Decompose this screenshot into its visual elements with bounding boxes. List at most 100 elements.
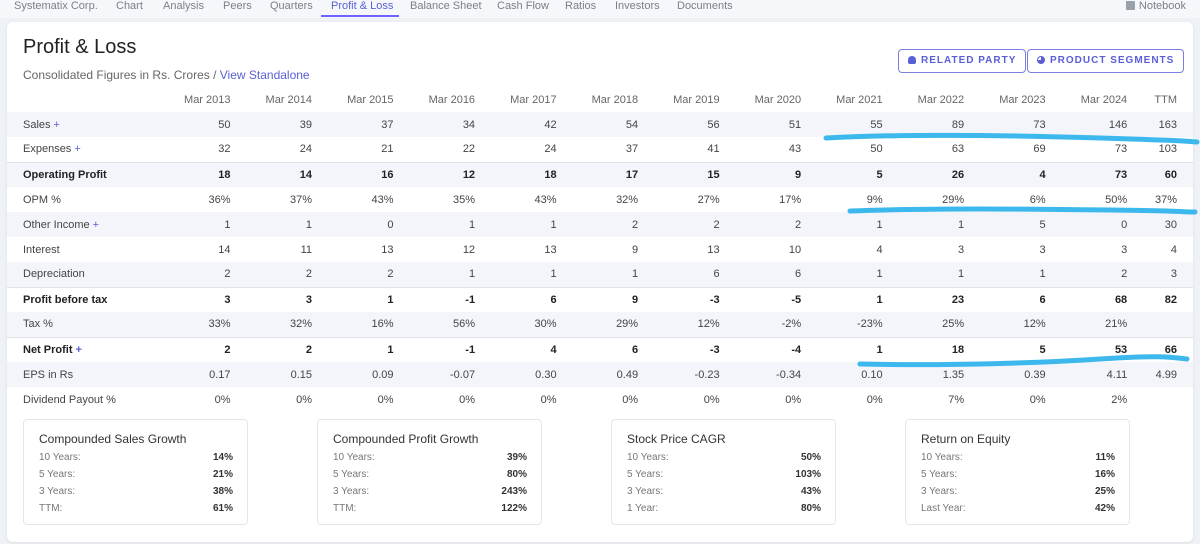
table-cell: 29%	[942, 193, 965, 206]
row-label: Depreciation	[7, 262, 157, 287]
table-cell: 4.99	[1135, 362, 1193, 387]
stat-value: 243%	[501, 486, 527, 497]
expand-plus-icon[interactable]: +	[75, 343, 82, 356]
row-label-text: Interest	[23, 243, 60, 256]
stat-value: 42%	[1094, 503, 1115, 514]
table-cell: 55	[809, 112, 891, 137]
stat-title: Return on Equity	[921, 432, 1011, 446]
table-cell: 16	[320, 161, 402, 187]
stat-period: 10 Years:	[39, 452, 81, 463]
stat-period: 5 Years:	[333, 469, 370, 480]
row-label[interactable]: Sales +	[7, 112, 157, 137]
subtitle-text: Consolidated Figures in Rs. Crores /	[23, 68, 220, 82]
pie-chart-icon	[1037, 56, 1045, 64]
active-tab-indicator	[321, 15, 399, 17]
top-nav: Systematix Corp. Chart Analysis Peers Qu…	[0, 0, 1200, 18]
table-cell: 4.11	[1053, 362, 1136, 387]
table-cell: 42	[483, 112, 565, 137]
table-cell: 0%	[296, 393, 313, 406]
table-cell: 32%	[616, 193, 639, 206]
table-cell: 1	[157, 212, 239, 237]
nav-investors[interactable]: Investors	[615, 0, 660, 12]
table-cell: 2%	[1111, 393, 1128, 406]
table-cell: 3	[157, 286, 239, 312]
table-cell: 9%	[866, 193, 883, 206]
table-cell: 13	[381, 243, 394, 256]
notebook-icon	[1125, 1, 1135, 10]
stat-row: 5 Years: 80%	[333, 469, 527, 483]
nav-documents[interactable]: Documents	[677, 0, 733, 12]
row-label[interactable]: Other Income +	[7, 212, 157, 237]
column-header: Mar 2019	[673, 94, 720, 106]
row-label[interactable]: Expenses +	[7, 137, 157, 162]
table-cell: 50	[870, 143, 883, 156]
nav-analysis[interactable]: Analysis	[163, 0, 204, 12]
table-cell: 6	[483, 286, 565, 312]
table-cell: 1	[809, 262, 891, 287]
column-header: Mar 2018	[591, 94, 639, 106]
table-cell: 12	[401, 161, 484, 187]
stat-card-profit-growth: Compounded Profit Growth 10 Years: 39% 5 Ye…	[317, 419, 542, 525]
expand-plus-icon[interactable]: +	[74, 143, 81, 156]
related-party-button[interactable]: RELATED PARTY	[898, 49, 1027, 73]
table-cell: 29%	[564, 312, 647, 337]
table-cell: 1	[809, 336, 891, 362]
table-cell: 34	[401, 112, 484, 137]
row-label[interactable]: Net Profit +	[7, 336, 157, 362]
product-segments-button[interactable]: PRODUCT SEGMENTS	[1027, 49, 1185, 73]
table-cell: 0.09	[320, 362, 402, 387]
stat-row: 10 Years: 11%	[921, 452, 1115, 466]
table-cell: -23%	[809, 312, 891, 337]
stat-value: 25%	[1094, 486, 1115, 497]
stat-value: 38%	[212, 486, 233, 497]
nav-quarters[interactable]: Quarters	[270, 0, 313, 12]
table-cell: 25%	[890, 312, 973, 337]
column-header: Mar 2024	[1080, 94, 1128, 106]
table-cell: 50	[157, 112, 239, 137]
stat-period: 3 Years:	[333, 486, 370, 497]
table-cell: 56%	[401, 312, 484, 337]
table-cell: 60	[1135, 161, 1193, 187]
table-cell: 32	[218, 143, 231, 156]
table-cell: 17	[564, 161, 647, 187]
table-cell: 14	[218, 243, 231, 256]
table-cell: 23	[890, 286, 973, 312]
table-cell: 6	[727, 262, 810, 287]
nav-profit-loss[interactable]: Profit & Loss	[331, 0, 394, 12]
table-cell: 146	[1053, 112, 1136, 137]
table-cell: 37%	[1154, 193, 1177, 206]
notebook-link[interactable]: Notebook	[1125, 0, 1186, 12]
table-cell: 1	[890, 262, 973, 287]
stat-card-stock-cagr: Stock Price CAGR 10 Years: 50% 5 Years: 103%…	[611, 419, 836, 525]
nav-balance-sheet[interactable]: Balance Sheet	[410, 0, 482, 12]
nav-cash-flow[interactable]: Cash Flow	[497, 0, 549, 12]
view-standalone-link[interactable]: View Standalone	[219, 68, 310, 82]
table-cell: 30	[1135, 212, 1193, 237]
table-cell: 10	[788, 243, 802, 256]
column-header: Mar 2014	[265, 94, 313, 106]
table-cell: 1	[972, 262, 1054, 287]
row-label-text: Net Profit	[23, 343, 73, 356]
expand-plus-icon[interactable]: +	[92, 218, 100, 231]
table-cell: 89	[890, 112, 973, 137]
table-cell: 21	[381, 143, 394, 156]
nav-chart[interactable]: Chart	[116, 0, 143, 12]
nav-peers[interactable]: Peers	[223, 0, 252, 12]
table-cell: 1	[320, 336, 402, 362]
stat-value: 80%	[506, 469, 527, 480]
table-cell: 7%	[948, 393, 965, 406]
row-label: Interest	[7, 237, 157, 262]
table-row: OPM % 36% 37% 43% 35% 43% 32% 27% 17% 9% 29% 6% 50% 3…	[7, 187, 1193, 212]
table-row: Net Profit +2 2 1 -1 4 6 -3 -4 1 18 5 53 66	[7, 336, 1193, 362]
expand-plus-icon[interactable]: +	[53, 118, 60, 131]
row-label-text: Profit before tax	[23, 293, 108, 306]
table-cell: 6	[972, 286, 1054, 312]
table-cell: 26	[890, 161, 973, 187]
stat-value: 21%	[212, 469, 233, 480]
table-cell: 0%	[703, 393, 720, 406]
table-cell: -0.07	[401, 362, 484, 387]
stat-row: 3 Years: 25%	[921, 486, 1115, 500]
nav-ratios[interactable]: Ratios	[565, 0, 597, 12]
nav-company[interactable]: Systematix Corp.	[14, 0, 98, 12]
stat-value: 80%	[800, 503, 821, 514]
